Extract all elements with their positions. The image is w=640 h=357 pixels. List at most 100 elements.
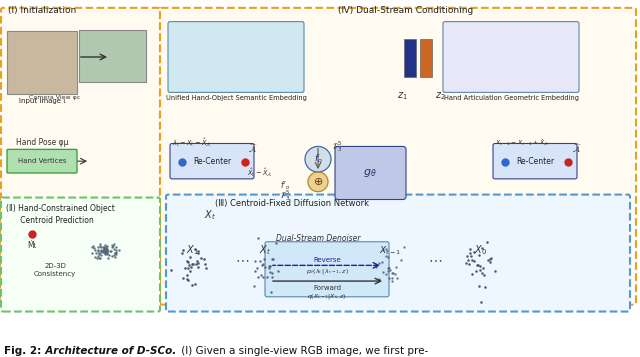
Point [378, 259, 388, 265]
Point [380, 271, 390, 277]
Point [108, 243, 118, 249]
Point [110, 250, 120, 256]
Text: $f'_o$: $f'_o$ [280, 180, 290, 192]
Point [183, 277, 193, 283]
Point [88, 245, 99, 251]
FancyBboxPatch shape [443, 22, 579, 92]
Point [100, 245, 110, 251]
Point [98, 249, 108, 255]
Point [384, 265, 394, 271]
Point [384, 276, 394, 281]
Point [484, 259, 495, 265]
Point [390, 264, 401, 270]
Point [399, 244, 409, 250]
Point [99, 247, 109, 253]
Point [485, 256, 495, 262]
Point [104, 252, 114, 258]
Circle shape [305, 146, 331, 172]
Point [184, 268, 195, 274]
Text: $\oplus$: $\oplus$ [313, 176, 323, 187]
Point [271, 240, 281, 245]
Point [266, 290, 276, 295]
Point [475, 263, 485, 268]
Point [99, 248, 109, 253]
Text: $X_0$: $X_0$ [474, 243, 486, 257]
FancyBboxPatch shape [79, 30, 146, 81]
Text: (Ⅲ) Centroid-Fixed Diffusion Network: (Ⅲ) Centroid-Fixed Diffusion Network [215, 198, 369, 207]
Point [479, 272, 490, 278]
Point [200, 261, 210, 267]
Point [93, 253, 103, 259]
Point [264, 263, 275, 269]
Point [390, 272, 400, 277]
Point [485, 256, 495, 261]
Point [268, 256, 278, 262]
FancyBboxPatch shape [7, 149, 77, 173]
Point [255, 258, 266, 264]
Point [98, 247, 108, 252]
Point [473, 262, 483, 268]
Point [181, 276, 191, 282]
Text: $z_1$: $z_1$ [397, 90, 408, 102]
Point [111, 249, 122, 255]
Point [101, 249, 111, 255]
Point [374, 276, 384, 282]
Point [182, 258, 193, 264]
Point [87, 244, 97, 250]
Point [91, 250, 101, 256]
Point [101, 245, 111, 251]
Point [111, 251, 121, 257]
Point [184, 254, 195, 260]
Point [474, 252, 484, 258]
Point [111, 244, 121, 250]
Point [93, 244, 104, 250]
Point [184, 262, 195, 267]
Point [392, 275, 403, 281]
Point [193, 260, 203, 266]
Point [252, 265, 262, 271]
Point [258, 274, 268, 280]
FancyBboxPatch shape [1, 8, 160, 305]
Point [260, 264, 270, 270]
Point [177, 250, 187, 256]
Point [193, 250, 203, 255]
Text: Architecture of D-SCo.: Architecture of D-SCo. [38, 346, 176, 356]
FancyBboxPatch shape [265, 242, 389, 297]
Point [264, 265, 274, 271]
Point [383, 265, 393, 271]
Point [93, 255, 104, 260]
FancyBboxPatch shape [1, 197, 160, 312]
Point [99, 246, 109, 252]
Point [100, 248, 110, 253]
Point [191, 261, 202, 267]
Point [259, 261, 269, 267]
Text: $\mathcal{F}^5_3$: $\mathcal{F}^5_3$ [332, 139, 342, 154]
Point [102, 248, 112, 253]
Text: (Ⅱ) Hand-Constrained Object
      Centroid Prediction: (Ⅱ) Hand-Constrained Object Centroid Pre… [6, 205, 115, 225]
Point [100, 244, 111, 250]
Point [192, 258, 202, 263]
Text: Reverse: Reverse [313, 257, 341, 263]
Point [106, 248, 116, 253]
Text: $z_2$: $z_2$ [435, 90, 445, 102]
Point [93, 248, 103, 254]
Point [268, 270, 278, 276]
Point [383, 268, 394, 273]
Point [102, 251, 112, 256]
Point [265, 263, 275, 269]
Point [100, 248, 111, 254]
Text: $X_{t-1} - X_{t-1} + \hat{X}_\mathcal{A}$: $X_{t-1} - X_{t-1} + \hat{X}_\mathcal{A}… [495, 138, 549, 149]
Text: Ṁι: Ṁι [28, 241, 36, 250]
Point [107, 245, 117, 250]
Text: $g_\theta$: $g_\theta$ [363, 167, 377, 179]
FancyBboxPatch shape [420, 39, 432, 77]
Point [95, 241, 106, 247]
Point [268, 256, 278, 262]
FancyBboxPatch shape [493, 144, 577, 179]
Point [100, 247, 111, 253]
Text: $\hat{X}_t - \hat{X}_\mathcal{A}$: $\hat{X}_t - \hat{X}_\mathcal{A}$ [247, 166, 273, 178]
Text: Re-Center: Re-Center [193, 157, 231, 166]
Point [252, 274, 262, 280]
Point [95, 247, 106, 253]
Point [99, 245, 109, 250]
